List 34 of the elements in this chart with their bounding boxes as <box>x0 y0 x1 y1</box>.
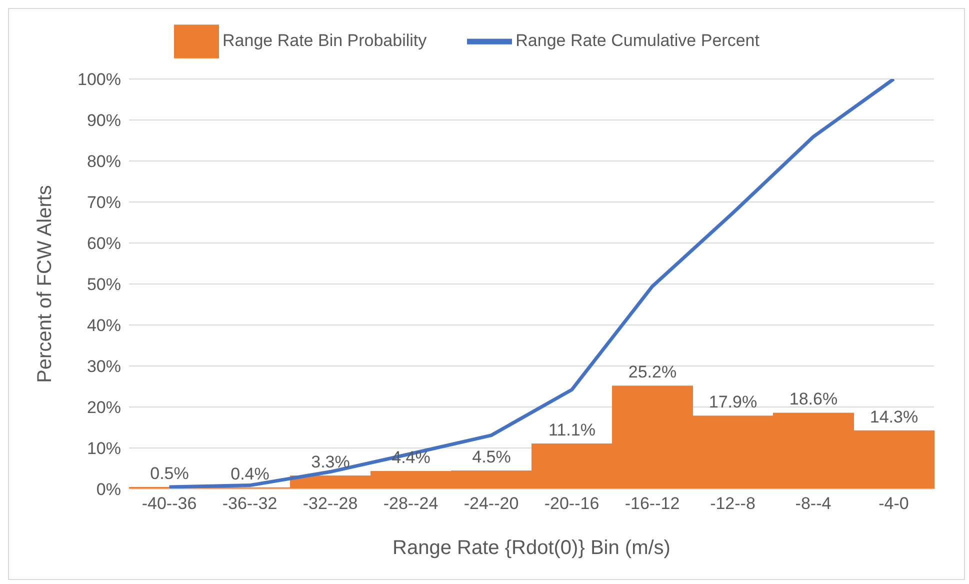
data-label: 0.5% <box>150 464 189 483</box>
x-tick-label: -8--4 <box>795 494 832 514</box>
x-tick-label: -4-0 <box>878 494 909 514</box>
x-tick-label: -28--24 <box>383 494 438 514</box>
y-tick-label: 90% <box>86 111 121 130</box>
x-tick-label: -40--36 <box>142 494 197 514</box>
y-tick-label: 70% <box>86 193 121 212</box>
data-label: 11.1% <box>548 420 596 440</box>
y-tick-label: 80% <box>86 152 121 172</box>
x-tick-label: -24--20 <box>464 494 519 514</box>
y-axis-title: Percent of FCW Alerts <box>34 185 56 383</box>
data-label: 18.6% <box>789 390 838 409</box>
data-label: 25.2% <box>628 362 677 382</box>
x-tick-label: -32--28 <box>302 494 358 514</box>
data-label: 0.4% <box>230 464 270 484</box>
x-tick-label: -12--8 <box>710 494 756 514</box>
y-tick-label: 100% <box>78 70 121 90</box>
y-tick-label: 20% <box>86 398 121 418</box>
x-tick-label: -16--12 <box>624 494 680 514</box>
y-tick-label: 0% <box>96 480 121 500</box>
y-tick-label: 30% <box>86 357 121 376</box>
data-label: 14.3% <box>870 407 918 426</box>
y-tick-label: 60% <box>86 234 121 254</box>
x-tick-label: -36--32 <box>222 494 278 514</box>
legend-label: Range Rate Bin Probability <box>222 30 427 50</box>
y-tick-label: 40% <box>86 316 121 336</box>
data-label: 17.9% <box>708 392 758 412</box>
legend-label: Range Rate Cumulative Percent <box>516 30 760 50</box>
x-tick-label: -20--16 <box>544 494 600 514</box>
y-tick-label: 10% <box>86 439 121 458</box>
y-tick-label: 50% <box>86 275 121 294</box>
x-axis-title: Range Rate {Rdot(0)} Bin (m/s) <box>392 537 670 559</box>
data-label: 4.5% <box>472 448 511 467</box>
data-label: 3.3% <box>311 452 350 472</box>
